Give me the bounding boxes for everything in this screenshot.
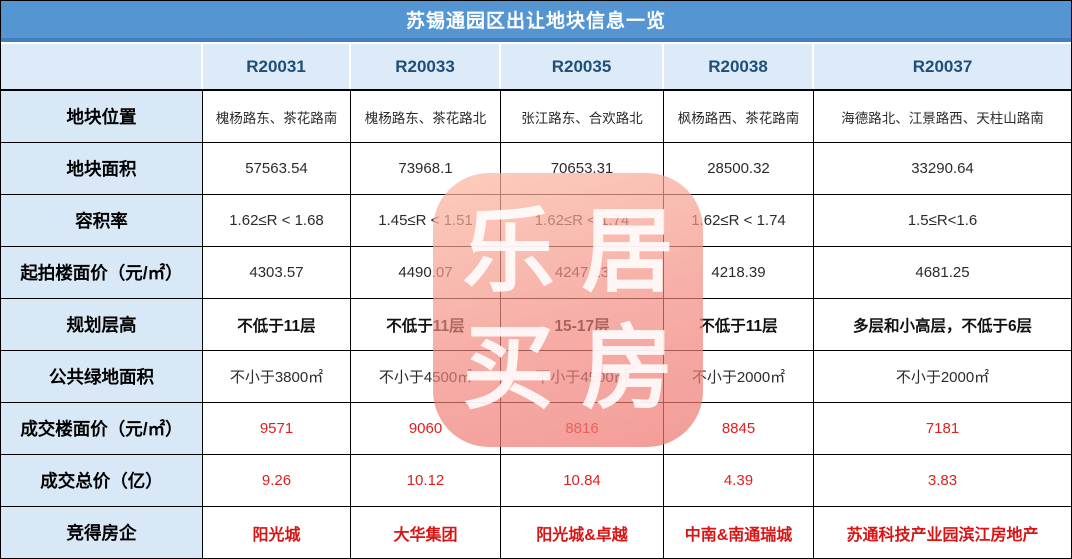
column-header-r20038: R20038 [664, 44, 814, 89]
cell-value: 9.26 [203, 455, 351, 506]
cell-value: 15-17层 [501, 299, 664, 350]
cell-value: 枫杨路西、茶花路南 [664, 91, 814, 142]
cell-value: 多层和小高层，不低于6层 [852, 317, 1033, 335]
cell-value: 4303.57 [203, 247, 351, 298]
cell-value: 57563.54 [203, 143, 351, 194]
cell-value: 不小于4500㎡ [351, 351, 501, 402]
row-label: 竞得房企 [1, 507, 203, 558]
column-header-r20031: R20031 [203, 44, 351, 89]
table-row: 竞得房企 阳光城 大华集团 阳光城&卓越 中南&南通瑞城 苏通科技产业园滨江房地产 [1, 507, 1071, 558]
cell-value: 不小于2000㎡ [895, 369, 990, 386]
cell-value: 1.5≤R<1.6 [907, 212, 978, 229]
table-body: 地块位置 槐杨路东、茶花路南 槐杨路东、茶花路北 张江路东、合欢路北 枫杨路西、茶花路南… [1, 91, 1071, 558]
column-header-r20035: R20035 [501, 44, 664, 89]
cell-value: 苏通科技产业园滨江房地产 [846, 526, 1039, 544]
header-row: R20031 R20033 R20035 R20038 R20037 [1, 42, 1071, 91]
cell-value: 33290.64 [911, 160, 974, 177]
cell-value: 槐杨路东、茶花路北 [351, 91, 501, 142]
cell-value: 中南&南通瑞城 [664, 507, 814, 558]
cell-value: 1.62≤R < 1.68 [203, 195, 351, 246]
cell-value: 张江路东、合欢路北 [501, 91, 664, 142]
cell-value: 1.62≤R < 1.74 [501, 195, 664, 246]
cell-value: 8845 [664, 403, 814, 454]
row-label: 地块位置 [1, 91, 203, 142]
cell-value: 4.39 [664, 455, 814, 506]
cell-value: 不低于11层 [664, 299, 814, 350]
row-label: 公共绿地面积 [1, 351, 203, 402]
cell-value: 9571 [203, 403, 351, 454]
cell-value: 不小于3800㎡ [203, 351, 351, 402]
cell-value: 不小于4500㎡ [501, 351, 664, 402]
cell-value: 10.84 [501, 455, 664, 506]
row-label: 规划层高 [1, 299, 203, 350]
cell-value: 3.83 [927, 472, 958, 489]
cell-value: 70653.31 [501, 143, 664, 194]
table-row: 成交总价（亿） 9.26 10.12 10.84 4.39 3.83 [1, 455, 1071, 507]
cell-value: 10.12 [351, 455, 501, 506]
table-row: 容积率 1.62≤R < 1.68 1.45≤R < 1.51 1.62≤R < 1.… [1, 195, 1071, 247]
cell-value: 阳光城 [203, 507, 351, 558]
table-row: 地块位置 槐杨路东、茶花路南 槐杨路东、茶花路北 张江路东、合欢路北 枫杨路西、茶花路南… [1, 91, 1071, 143]
cell-value: 1.45≤R < 1.51 [351, 195, 501, 246]
cell-value: 7181 [925, 420, 960, 437]
row-label: 容积率 [1, 195, 203, 246]
cell-value: 海德路北、江景路西、天柱山路南 [841, 110, 1044, 126]
table-row: 成交楼面价（元/㎡） 9571 9060 8816 8845 7181 [1, 403, 1071, 455]
cell-value: 4218.39 [664, 247, 814, 298]
cell-value: 不小于2000㎡ [664, 351, 814, 402]
cell-value: 4247.13 [501, 247, 664, 298]
row-label: 地块面积 [1, 143, 203, 194]
cell-value: 不低于11层 [351, 299, 501, 350]
cell-value: 大华集团 [351, 507, 501, 558]
cell-value: 4681.25 [915, 264, 970, 281]
table-row: 公共绿地面积 不小于3800㎡ 不小于4500㎡ 不小于4500㎡ 不小于2000㎡ 不小… [1, 351, 1071, 403]
table-row: 规划层高 不低于11层 不低于11层 15-17层 不低于11层 多层和小高层，不低于6层 [1, 299, 1071, 351]
cell-value: 28500.32 [664, 143, 814, 194]
corner-cell [1, 44, 203, 89]
cell-value: 4490.07 [351, 247, 501, 298]
cell-value: 不低于11层 [203, 299, 351, 350]
cell-value: 槐杨路东、茶花路南 [203, 91, 351, 142]
column-header-r20033: R20033 [351, 44, 501, 89]
cell-value: 73968.1 [351, 143, 501, 194]
cell-value: 阳光城&卓越 [501, 507, 664, 558]
row-label: 成交楼面价（元/㎡） [1, 403, 203, 454]
cell-value: 1.62≤R < 1.74 [664, 195, 814, 246]
row-label: 成交总价（亿） [1, 455, 203, 506]
cell-value: 8816 [501, 403, 664, 454]
table-title: 苏锡通园区出让地块信息一览 [1, 1, 1071, 42]
cell-value: 9060 [351, 403, 501, 454]
table-row: 地块面积 57563.54 73968.1 70653.31 28500.32 33290… [1, 143, 1071, 195]
row-label: 起拍楼面价（元/㎡） [1, 247, 203, 298]
table-row: 起拍楼面价（元/㎡） 4303.57 4490.07 4247.13 4218.39 46… [1, 247, 1071, 299]
column-header-r20037: R20037 [814, 44, 1071, 89]
